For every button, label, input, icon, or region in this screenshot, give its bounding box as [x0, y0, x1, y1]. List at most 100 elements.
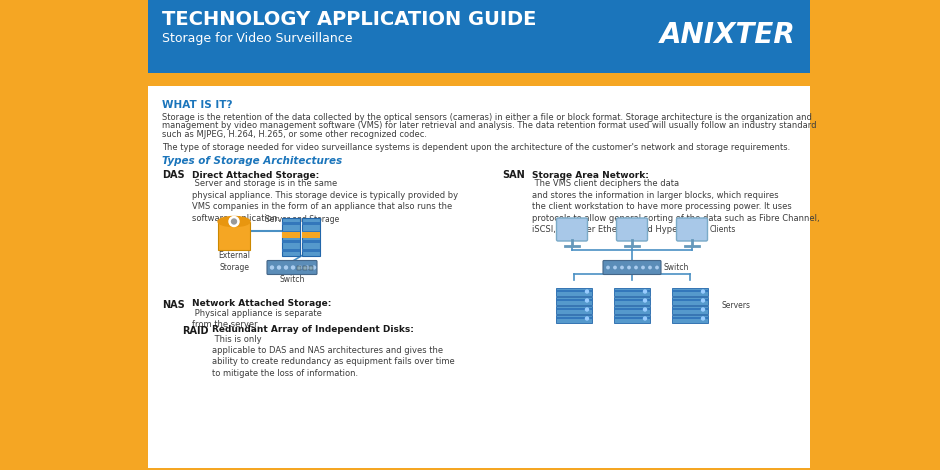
Circle shape	[607, 266, 609, 269]
Circle shape	[701, 317, 704, 320]
FancyBboxPatch shape	[556, 288, 592, 296]
FancyBboxPatch shape	[302, 230, 320, 234]
Text: The VMS client deciphers the data
and stores the information in larger blocks, w: The VMS client deciphers the data and st…	[532, 180, 820, 235]
FancyBboxPatch shape	[672, 298, 708, 300]
Text: External
Storage: External Storage	[218, 251, 250, 272]
FancyBboxPatch shape	[148, 73, 810, 78]
Text: Network Attached Storage:: Network Attached Storage:	[192, 299, 332, 308]
FancyBboxPatch shape	[556, 218, 588, 241]
FancyBboxPatch shape	[672, 314, 708, 322]
Circle shape	[229, 217, 239, 227]
Circle shape	[271, 266, 274, 269]
FancyBboxPatch shape	[302, 240, 320, 243]
Circle shape	[701, 290, 704, 293]
Text: The type of storage needed for video surveillance systems is dependent upon the : The type of storage needed for video sur…	[162, 142, 791, 151]
FancyBboxPatch shape	[556, 314, 592, 322]
Text: Redundant Array of Independent Disks:: Redundant Array of Independent Disks:	[212, 326, 414, 335]
Circle shape	[701, 308, 704, 311]
FancyBboxPatch shape	[614, 316, 650, 319]
FancyBboxPatch shape	[302, 221, 320, 225]
Text: Switch: Switch	[664, 263, 689, 272]
FancyBboxPatch shape	[302, 218, 320, 256]
Circle shape	[634, 266, 637, 269]
Text: Servers: Servers	[722, 301, 751, 310]
FancyBboxPatch shape	[672, 316, 708, 319]
FancyBboxPatch shape	[672, 290, 708, 291]
FancyBboxPatch shape	[672, 288, 708, 296]
Text: Types of Storage Architectures: Types of Storage Architectures	[162, 157, 342, 166]
Text: SAN: SAN	[502, 171, 525, 180]
FancyBboxPatch shape	[282, 232, 300, 237]
FancyBboxPatch shape	[556, 307, 592, 310]
Circle shape	[620, 266, 623, 269]
FancyBboxPatch shape	[614, 298, 650, 300]
FancyBboxPatch shape	[672, 306, 708, 313]
Circle shape	[586, 308, 588, 311]
FancyBboxPatch shape	[614, 306, 650, 313]
Circle shape	[299, 266, 302, 269]
FancyBboxPatch shape	[556, 297, 592, 305]
FancyBboxPatch shape	[614, 307, 650, 310]
Circle shape	[644, 290, 647, 293]
Text: Physical appliance is separate
from the server.: Physical appliance is separate from the …	[192, 308, 321, 329]
FancyBboxPatch shape	[297, 266, 301, 269]
Text: management by video management software (VMS) for later retrieval and analysis. : management by video management software …	[162, 122, 817, 131]
FancyBboxPatch shape	[556, 290, 592, 291]
FancyBboxPatch shape	[614, 288, 650, 296]
Text: Storage for Video Surveillance: Storage for Video Surveillance	[162, 32, 352, 45]
Circle shape	[628, 266, 630, 269]
Text: This is only
applicable to DAS and NAS architectures and gives the
ability to cr: This is only applicable to DAS and NAS a…	[212, 335, 455, 378]
FancyBboxPatch shape	[556, 306, 592, 313]
Circle shape	[644, 317, 647, 320]
FancyBboxPatch shape	[302, 249, 320, 251]
FancyBboxPatch shape	[603, 260, 661, 274]
Text: Switch: Switch	[279, 275, 305, 284]
FancyBboxPatch shape	[309, 266, 313, 269]
Text: Server and Storage: Server and Storage	[265, 216, 339, 225]
FancyBboxPatch shape	[282, 230, 300, 234]
Circle shape	[701, 299, 704, 302]
FancyBboxPatch shape	[672, 297, 708, 305]
Circle shape	[586, 317, 588, 320]
FancyBboxPatch shape	[148, 86, 810, 468]
Circle shape	[306, 266, 308, 269]
FancyBboxPatch shape	[218, 221, 250, 250]
FancyBboxPatch shape	[617, 218, 648, 241]
FancyBboxPatch shape	[672, 307, 708, 310]
FancyBboxPatch shape	[614, 297, 650, 305]
FancyBboxPatch shape	[282, 221, 300, 225]
Text: ANIXTER: ANIXTER	[660, 21, 796, 49]
FancyBboxPatch shape	[677, 218, 708, 241]
Circle shape	[586, 290, 588, 293]
FancyBboxPatch shape	[614, 290, 650, 291]
Circle shape	[291, 266, 294, 269]
FancyBboxPatch shape	[282, 240, 300, 243]
FancyBboxPatch shape	[614, 314, 650, 322]
Circle shape	[231, 219, 237, 224]
Circle shape	[644, 299, 647, 302]
Circle shape	[586, 299, 588, 302]
Text: Clients: Clients	[710, 225, 736, 234]
FancyBboxPatch shape	[302, 232, 320, 237]
FancyBboxPatch shape	[303, 266, 307, 269]
Text: Direct Attached Storage:: Direct Attached Storage:	[192, 171, 320, 180]
FancyBboxPatch shape	[556, 316, 592, 319]
FancyBboxPatch shape	[282, 249, 300, 251]
Circle shape	[285, 266, 288, 269]
FancyBboxPatch shape	[148, 0, 810, 78]
Circle shape	[312, 266, 316, 269]
Circle shape	[614, 266, 617, 269]
Circle shape	[644, 308, 647, 311]
Text: RAID: RAID	[182, 326, 209, 336]
FancyBboxPatch shape	[267, 260, 317, 274]
Circle shape	[649, 266, 651, 269]
FancyBboxPatch shape	[282, 218, 300, 256]
Text: Server and storage is in the same
physical appliance. This storage device is typ: Server and storage is in the same physic…	[192, 180, 458, 223]
Text: WHAT IS IT?: WHAT IS IT?	[162, 100, 232, 110]
Circle shape	[656, 266, 658, 269]
Text: Storage Area Network:: Storage Area Network:	[532, 171, 649, 180]
FancyBboxPatch shape	[556, 298, 592, 300]
Text: Storage is the retention of the data collected by the optical sensors (cameras) : Storage is the retention of the data col…	[162, 113, 812, 122]
Text: DAS: DAS	[162, 171, 184, 180]
Text: such as MJPEG, H.264, H.265, or some other recognized codec.: such as MJPEG, H.264, H.265, or some oth…	[162, 130, 427, 139]
